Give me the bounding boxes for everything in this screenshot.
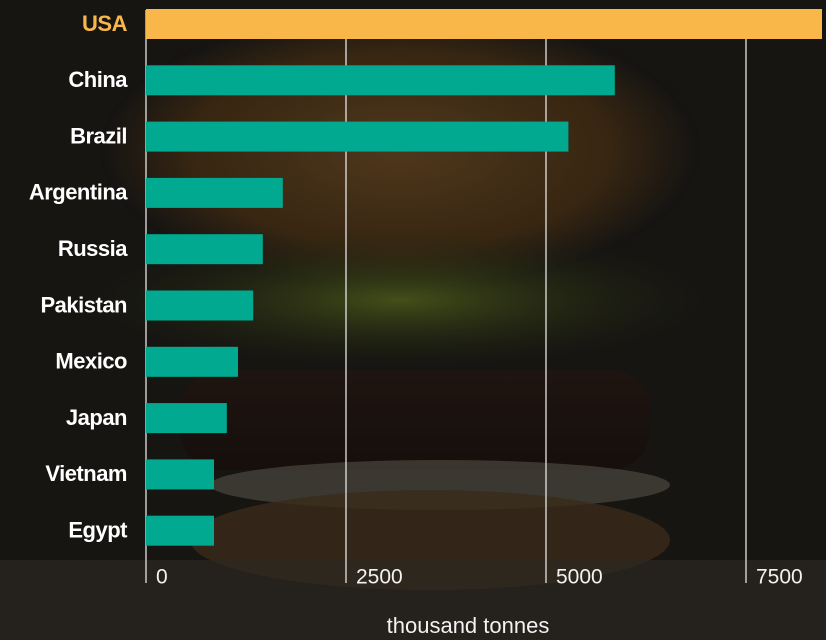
bar	[146, 234, 263, 265]
y-tick-label: Egypt	[68, 518, 128, 543]
y-tick-label: Brazil	[70, 123, 127, 148]
bar	[146, 121, 569, 152]
y-tick-label: Japan	[66, 405, 127, 430]
y-tick-label: Argentina	[29, 180, 128, 205]
bar	[146, 515, 214, 546]
y-tick-label: USA	[82, 11, 128, 36]
y-tick-label: China	[68, 67, 128, 92]
x-axis-label: thousand tonnes	[387, 613, 550, 638]
bar	[146, 459, 214, 490]
y-tick-label: Russia	[58, 236, 128, 261]
y-tick-label: Mexico	[55, 349, 127, 374]
bar	[146, 346, 238, 377]
bar	[146, 403, 227, 434]
y-tick-label: Vietnam	[45, 461, 127, 486]
x-tick-label: 5000	[556, 566, 603, 589]
bar	[146, 177, 283, 208]
bar	[146, 9, 822, 39]
x-tick-label: 2500	[356, 566, 403, 589]
bar	[146, 290, 254, 321]
y-tick-label: Pakistan	[41, 292, 128, 317]
bar	[146, 65, 615, 96]
x-tick-label: 0	[156, 566, 168, 589]
x-tick-label: 7500	[756, 566, 803, 589]
